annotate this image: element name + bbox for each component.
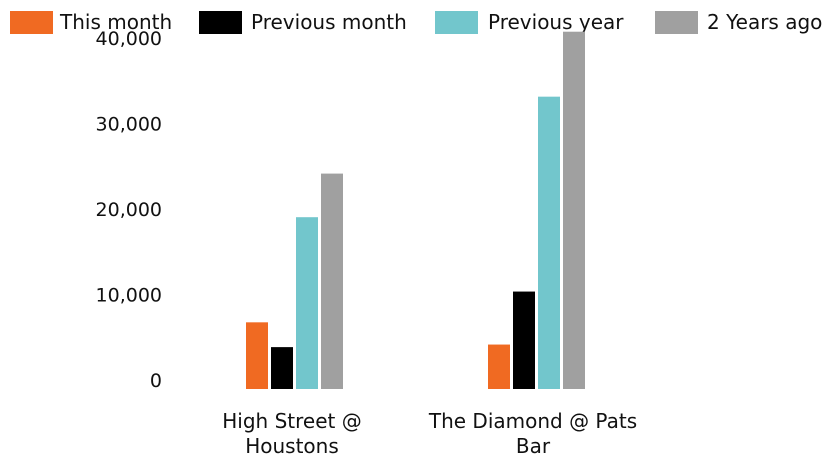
bar-previous-month-the-diamond-pats-bar [513, 291, 535, 389]
legend-label-2-years-ago: 2 Years ago [707, 10, 822, 34]
y-tick-label: 30,000 [96, 114, 162, 136]
y-tick-label: 20,000 [96, 199, 162, 221]
bar-2-years-ago-the-diamond-pats-bar [563, 31, 585, 389]
bar-previous-month-high-street-houstons [271, 347, 293, 389]
bar-2-years-ago-high-street-houstons [321, 173, 343, 389]
legend-swatch-this-month [10, 11, 53, 34]
y-axis: 0 10,000 20,000 30,000 40,000 [96, 28, 162, 392]
y-tick-label: 0 [150, 370, 162, 392]
legend-label-this-month: This month [59, 10, 172, 34]
bar-this-month-the-diamond-pats-bar [488, 344, 510, 389]
legend-swatch-previous-month [199, 11, 242, 34]
legend-swatch-previous-year [435, 11, 478, 34]
legend-label-previous-year: Previous year [488, 10, 624, 34]
x-axis: High Street @ Houstons The Diamond @ Pats B… [222, 409, 637, 458]
legend-label-previous-month: Previous month [251, 10, 407, 34]
x-category-label-high-street-houstons: High Street @ Houstons [222, 409, 361, 458]
bar-this-month-high-street-houstons [246, 322, 268, 389]
y-tick-label: 10,000 [96, 285, 162, 307]
x-category-label-the-diamond-pats-bar: The Diamond @ Pats Bar [428, 409, 637, 458]
legend-swatch-2-years-ago [655, 11, 698, 34]
bar-previous-year-the-diamond-pats-bar [538, 96, 560, 390]
bar-previous-year-high-street-houstons [296, 217, 318, 389]
y-tick-label: 40,000 [96, 28, 162, 50]
chart-legend: This month Previous month Previous year 2 Y… [10, 10, 822, 34]
bars [246, 31, 585, 390]
